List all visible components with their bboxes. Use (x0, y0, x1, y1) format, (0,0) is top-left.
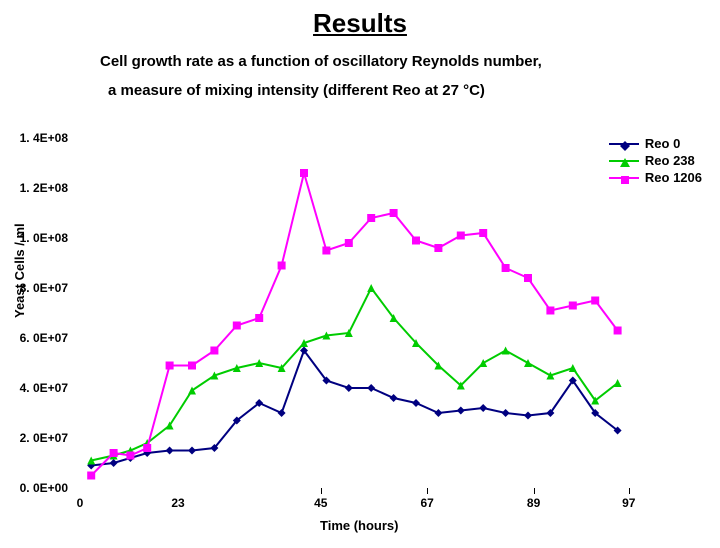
data-marker (233, 322, 241, 330)
data-marker (367, 284, 375, 292)
data-marker (210, 347, 218, 355)
data-marker (457, 232, 465, 240)
data-marker (110, 459, 118, 467)
y-tick-label: 1. 2E+08 (0, 181, 68, 195)
data-marker (390, 394, 398, 402)
series-line (91, 288, 617, 461)
x-tick-label: 23 (158, 496, 198, 510)
data-marker (502, 347, 510, 355)
data-marker (110, 449, 118, 457)
data-marker (87, 472, 95, 480)
subtitle-line-1: Cell growth rate as a function of oscill… (100, 53, 720, 70)
data-marker (502, 409, 510, 417)
x-tick-label: 89 (514, 496, 554, 510)
chart-plot (80, 138, 640, 498)
data-marker (166, 362, 174, 370)
x-tick-mark (629, 488, 630, 494)
y-tick-label: 1. 4E+08 (0, 131, 68, 145)
data-marker (322, 247, 330, 255)
data-marker (524, 274, 532, 282)
data-marker (412, 399, 420, 407)
data-marker (278, 262, 286, 270)
series-line (91, 173, 617, 476)
x-tick-mark (427, 488, 428, 494)
data-marker (300, 169, 308, 177)
data-marker (390, 209, 398, 217)
data-marker (614, 379, 622, 387)
data-marker (255, 314, 263, 322)
x-tick-label: 97 (609, 496, 649, 510)
data-marker (591, 297, 599, 305)
legend-label: Reo 0 (645, 136, 680, 151)
data-marker (126, 452, 134, 460)
data-marker (479, 404, 487, 412)
y-tick-label: 1. 0E+08 (0, 231, 68, 245)
legend-label: Reo 1206 (645, 170, 702, 185)
data-marker (614, 327, 622, 335)
data-marker (479, 359, 487, 367)
data-marker (412, 237, 420, 245)
x-tick-label: 0 (60, 496, 100, 510)
y-tick-label: 6. 0E+07 (0, 331, 68, 345)
data-marker (345, 384, 353, 392)
data-marker (434, 409, 442, 417)
subtitle-line-2: a measure of mixing intensity (different… (108, 82, 720, 99)
y-tick-label: 4. 0E+07 (0, 381, 68, 395)
chart-container: Yeast Cells / ml Time (hours) Reo 0 Reo … (0, 128, 720, 538)
data-marker (166, 447, 174, 455)
data-marker (457, 407, 465, 415)
x-tick-label: 67 (407, 496, 447, 510)
data-marker (367, 384, 375, 392)
x-tick-mark (534, 488, 535, 494)
data-marker (345, 239, 353, 247)
data-marker (278, 409, 286, 417)
x-axis-label: Time (hours) (320, 518, 399, 533)
data-marker (524, 359, 532, 367)
data-marker (188, 447, 196, 455)
data-marker (546, 307, 554, 315)
data-marker (143, 444, 151, 452)
data-marker (524, 412, 532, 420)
x-tick-label: 45 (301, 496, 341, 510)
page-title: Results (0, 8, 720, 39)
x-tick-mark (321, 488, 322, 494)
data-marker (502, 264, 510, 272)
legend-label: Reo 238 (645, 153, 695, 168)
data-marker (434, 244, 442, 252)
data-marker (188, 362, 196, 370)
data-marker (479, 229, 487, 237)
data-marker (569, 302, 577, 310)
y-tick-label: 0. 0E+00 (0, 481, 68, 495)
y-tick-label: 2. 0E+07 (0, 431, 68, 445)
y-tick-label: 8. 0E+07 (0, 281, 68, 295)
data-marker (367, 214, 375, 222)
